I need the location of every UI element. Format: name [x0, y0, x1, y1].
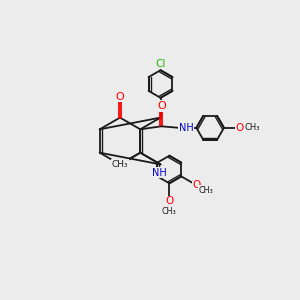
Text: O: O [165, 196, 173, 206]
Text: CH₃: CH₃ [162, 207, 177, 216]
Text: CH₃: CH₃ [198, 186, 213, 195]
Text: NH: NH [152, 168, 167, 178]
Text: O: O [157, 101, 166, 111]
Text: O: O [236, 123, 244, 133]
Text: NH: NH [179, 123, 194, 133]
Text: O: O [193, 180, 201, 190]
Text: CH₃: CH₃ [112, 160, 129, 169]
Text: Cl: Cl [155, 58, 166, 69]
Text: O: O [116, 92, 124, 102]
Text: CH₃: CH₃ [244, 123, 260, 132]
